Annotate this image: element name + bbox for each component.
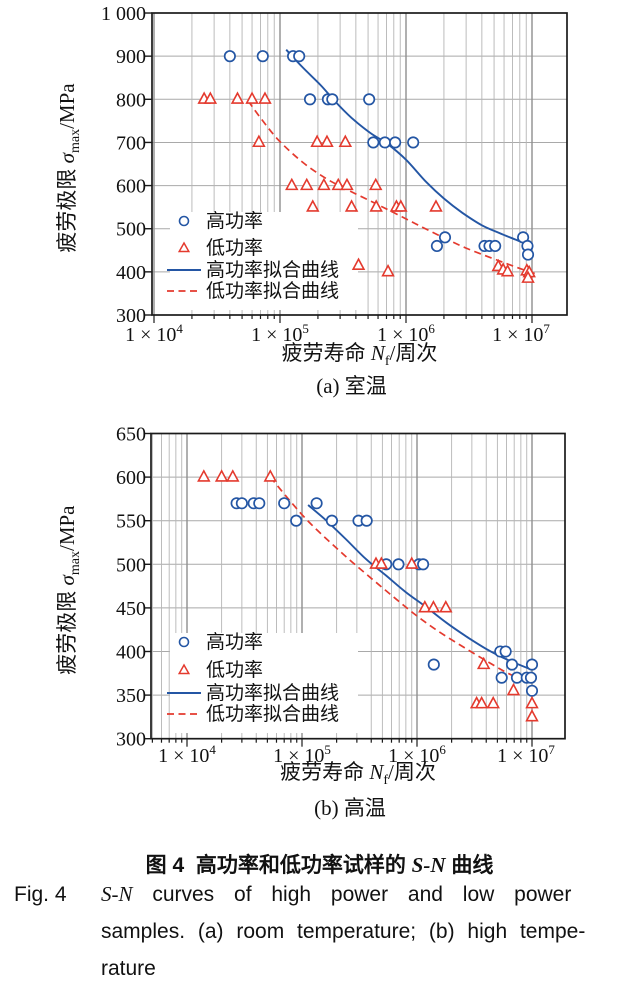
x-tick-label: 1 × 106 (388, 742, 446, 767)
x-tick-label: 1 × 104 (125, 321, 183, 346)
plot-border (150, 432, 566, 740)
legend-triangle-marker (177, 241, 191, 253)
chart-subtitle: (b) 高温 (314, 796, 386, 820)
caption-en-line2: samples. (a) room temperature; (b) high … (101, 920, 586, 943)
x-tick-label: 1 × 106 (377, 321, 435, 346)
y-tick-label: 900 (116, 46, 146, 68)
y-tick-label: 400 (116, 262, 146, 284)
caption-en-sn: S-N (101, 882, 133, 906)
x-tick-label: 1 × 107 (492, 321, 550, 346)
x-tick-marks (153, 315, 533, 323)
caption-chinese: 图 4 高功率和低功率试样的 S-N 曲线 (0, 849, 639, 879)
caption-zh-fig-number: 图 4 (145, 854, 185, 877)
x-tick-label: 1 × 107 (497, 742, 555, 767)
caption-en-line3: rature (101, 957, 156, 980)
x-tick-label: 1 × 104 (158, 742, 216, 767)
high-power-points (223, 50, 535, 261)
y-tick-label: 450 (116, 598, 146, 620)
y-tick-label: 650 (116, 424, 146, 446)
x-axis-title: 疲劳寿命 Nf/周次 (282, 341, 438, 369)
legend-label: 高功率拟合曲线 (206, 259, 339, 281)
y-tick-label: 800 (116, 89, 146, 111)
caption-zh-suffix: 曲线 (445, 854, 494, 877)
y-tick-label: 700 (116, 132, 146, 154)
x-axis-labels: 1 × 104 1 × 105 1 × 106 1 × 107 (125, 321, 550, 346)
caption-english: Fig. 4 S-N curves of high power and low p… (14, 876, 632, 984)
legend-label: 低功率 (206, 237, 263, 259)
y-tick-label: 500 (116, 554, 146, 576)
legend-circle-marker (178, 636, 190, 648)
x-tick-label: 1 × 105 (251, 321, 309, 346)
x-axis-title: 疲劳寿命 Nf/周次 (280, 760, 436, 788)
legend-label: 高功率 (206, 210, 263, 232)
y-tick-label: 350 (116, 685, 146, 707)
y-tick-label: 1 000 (101, 3, 146, 25)
y-axis-title: 疲劳极限 σmax/MPa (55, 505, 83, 675)
high-power-fit-curve (307, 504, 533, 671)
high-power-fit-curve (285, 49, 534, 249)
plot-border (151, 12, 568, 316)
y-axis-labels: 1 000 900 800 700 600 500 400 300 (101, 3, 152, 327)
y-tick-label: 300 (116, 305, 146, 327)
legend-label: 高功率 (206, 631, 263, 653)
x-axis-labels: 1 × 104 1 × 105 1 × 106 1 × 107 (158, 742, 555, 767)
legend-triangle-marker (177, 663, 191, 675)
caption-en-line1-rest: curves of high power and low power (132, 883, 572, 906)
low-power-points (197, 91, 536, 283)
caption-zh-sn: S-N (411, 853, 446, 877)
legend-label: 低功率 (206, 659, 263, 681)
chart-subtitle: (a) 室温 (316, 374, 387, 398)
low-power-fit-curve (247, 100, 535, 275)
y-tick-label: 500 (116, 219, 146, 241)
legend-circle-marker (178, 215, 190, 227)
y-tick-label: 550 (116, 511, 146, 533)
y-tick-label: 400 (116, 642, 146, 664)
caption-en-line1: Fig. 4 S-N curves of high power and low p… (14, 876, 632, 913)
y-axis-labels: 650 600 550 500 450 400 350 300 (116, 424, 151, 751)
high-power-points (230, 497, 539, 697)
y-tick-label: 300 (116, 729, 146, 751)
y-tick-label: 600 (116, 176, 146, 198)
y-axis-title: 疲劳极限 σmax/MPa (55, 83, 83, 253)
low-power-points (197, 469, 539, 722)
legend-label: 低功率拟合曲线 (206, 703, 339, 725)
legend-label: 高功率拟合曲线 (206, 682, 339, 704)
caption-zh-text: 高功率和低功率试样的 (195, 854, 412, 877)
legend-label: 低功率拟合曲线 (206, 280, 339, 302)
x-tick-label: 1 × 105 (273, 742, 331, 767)
caption-en-fig-label: Fig. 4 (14, 883, 67, 906)
y-tick-label: 600 (116, 467, 146, 489)
